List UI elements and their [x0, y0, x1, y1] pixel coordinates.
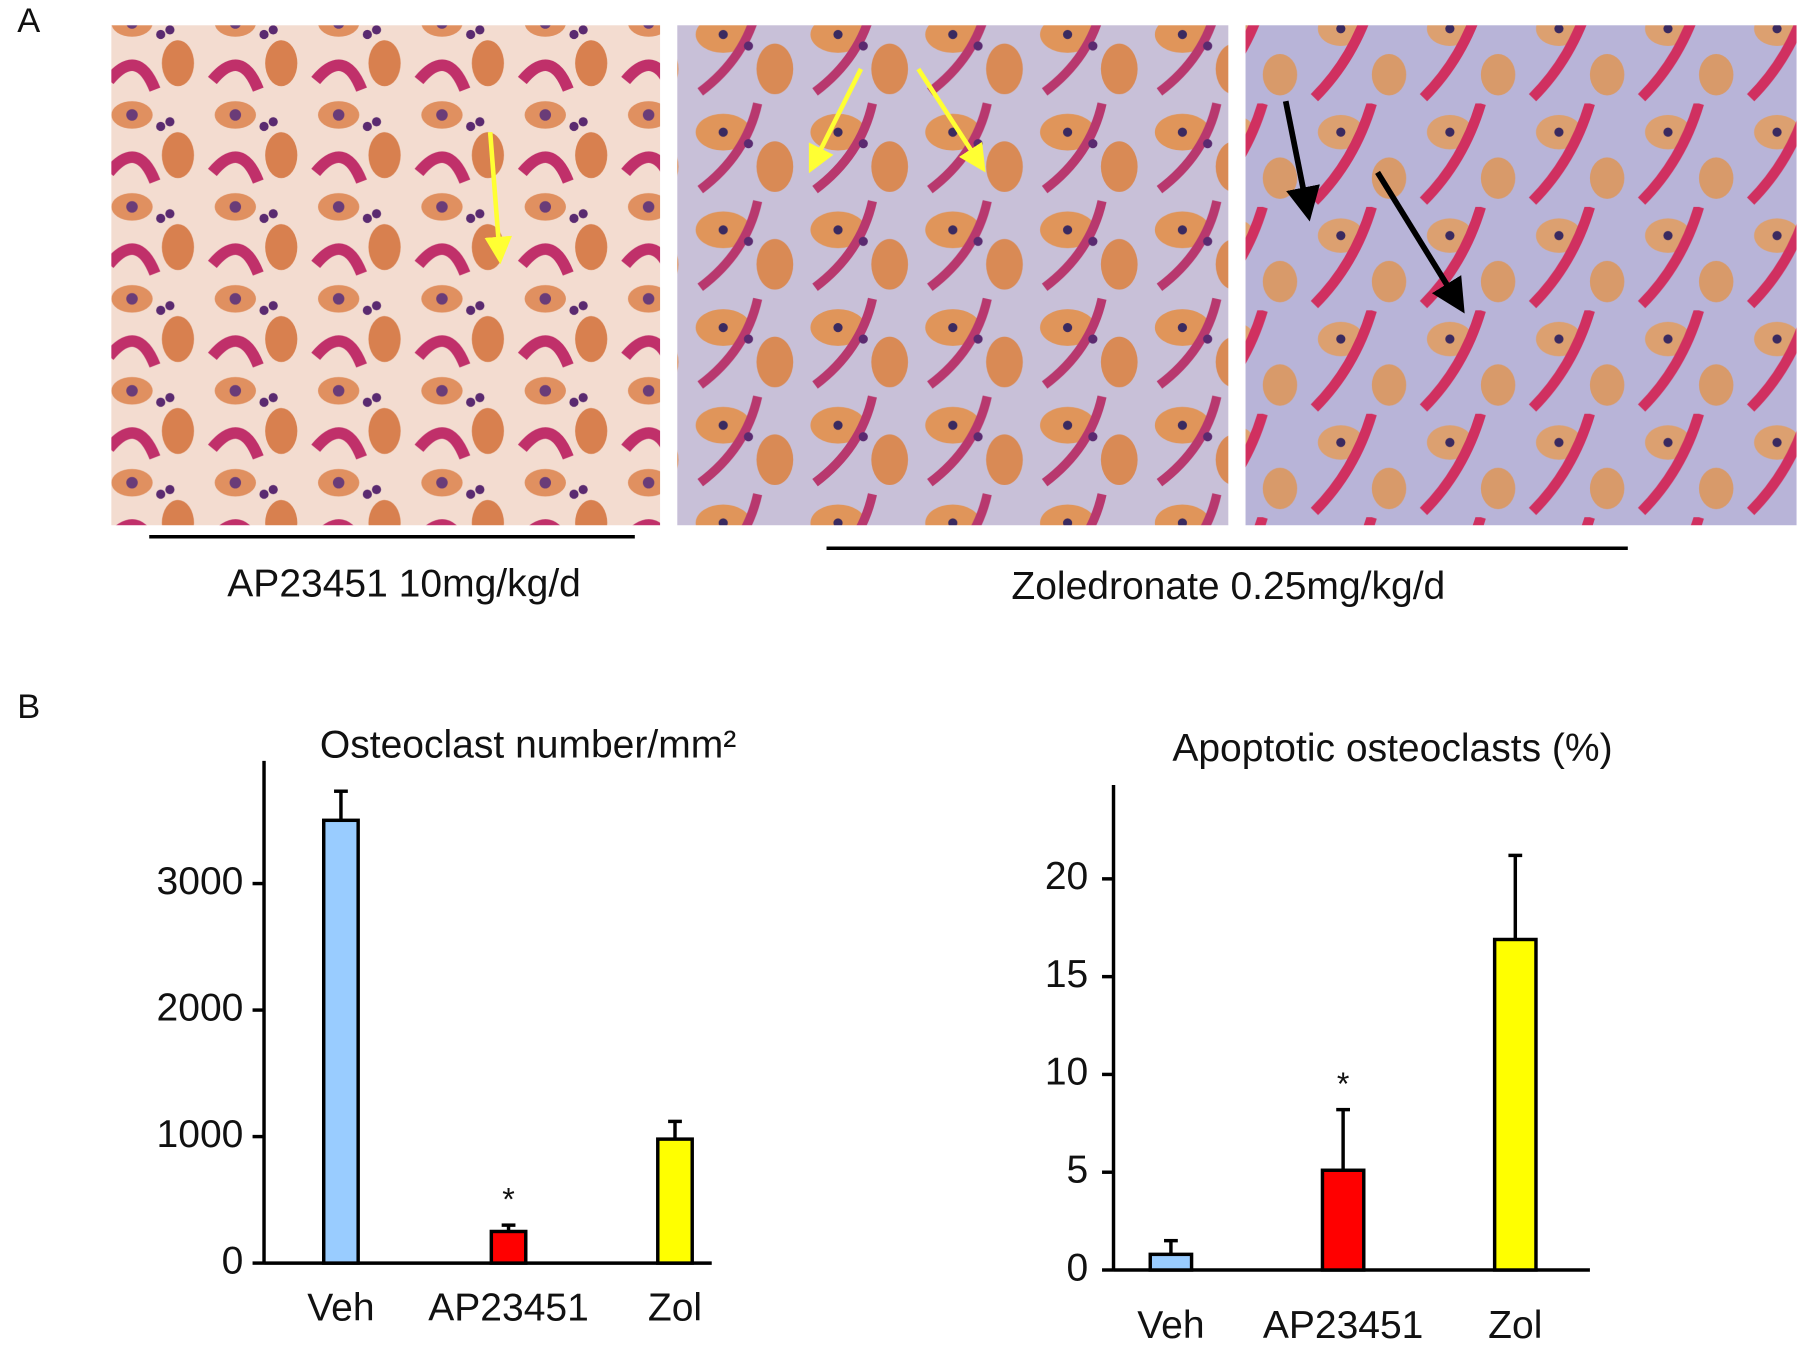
panel-label: A [17, 2, 40, 40]
histology-image [111, 25, 661, 526]
bar [1320, 1168, 1366, 1272]
bar [489, 1229, 528, 1265]
arrow [484, 131, 513, 265]
bar [1492, 937, 1538, 1272]
y-tick-label: 2000 [157, 986, 244, 1029]
y-tick-label: 10 [1045, 1051, 1088, 1094]
arrow [1282, 100, 1320, 222]
caption: AP23451 10mg/kg/d [227, 562, 581, 605]
x-tick-label: Veh [1137, 1304, 1204, 1347]
bar [1148, 1252, 1194, 1272]
y-tick-label: 5 [1067, 1149, 1089, 1192]
significance-marker: * [1337, 1066, 1350, 1102]
y-tick-label: 0 [1067, 1246, 1089, 1289]
chart-title: Apoptotic osteoclasts (%) [1172, 727, 1612, 770]
caption: Zoledronate 0.25mg/kg/d [1011, 565, 1445, 608]
bar [656, 1137, 694, 1265]
y-tick-label: 20 [1045, 855, 1088, 898]
histology-image [1245, 25, 1797, 526]
y-tick-label: 3000 [157, 860, 244, 903]
x-tick-label: Veh [307, 1287, 374, 1330]
x-tick-label: AP23451 [1263, 1304, 1424, 1347]
x-tick-label: AP23451 [428, 1287, 589, 1330]
bar [322, 818, 360, 1265]
panel-label: B [17, 688, 40, 726]
chart-title: Osteoclast number/mm² [320, 723, 736, 766]
arrow [808, 67, 864, 174]
y-tick-label: 15 [1045, 953, 1088, 996]
histology-image [677, 25, 1229, 526]
arrow [1375, 170, 1465, 314]
x-tick-label: Zol [648, 1287, 702, 1330]
significance-marker: * [502, 1182, 515, 1218]
x-tick-label: Zol [1488, 1304, 1542, 1347]
arrow [916, 67, 986, 173]
y-tick-label: 1000 [157, 1113, 244, 1156]
y-tick-label: 0 [222, 1239, 244, 1282]
